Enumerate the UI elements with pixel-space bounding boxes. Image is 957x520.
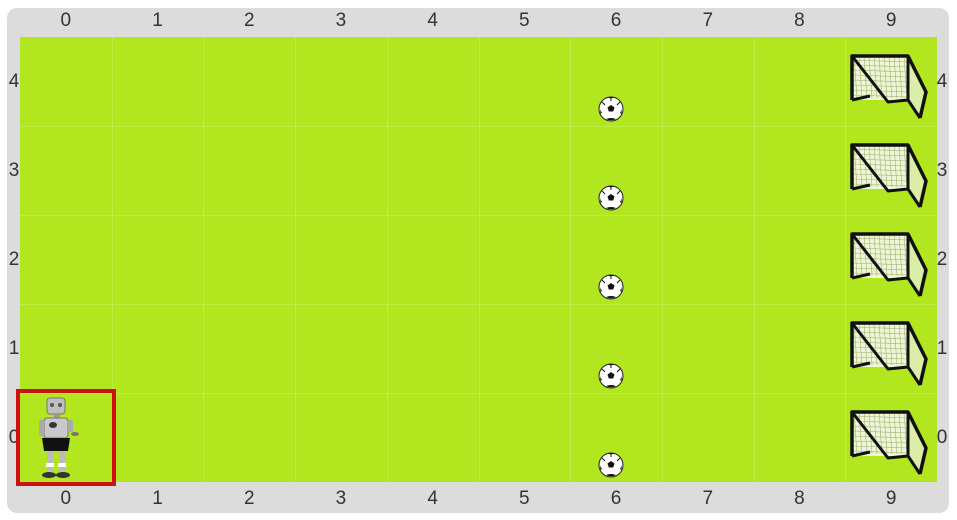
grid-line-vertical [753, 37, 755, 482]
grid-line-vertical [386, 37, 388, 482]
top-column-label: 9 [885, 10, 897, 31]
bottom-column-label: 3 [335, 488, 347, 509]
top-column-label: 7 [702, 10, 714, 31]
bottom-column-label: 6 [610, 488, 622, 509]
bottom-column-label: 5 [519, 488, 530, 509]
soccer-ball-icon[interactable] [598, 274, 624, 300]
grid-line-horizontal [20, 126, 937, 127]
top-column-label: 4 [427, 10, 438, 31]
bottom-column-label: 9 [885, 488, 897, 509]
grid-line-horizontal [20, 215, 937, 216]
top-column-label: 2 [243, 10, 255, 31]
game-board: 0 1 2 3 4 5 6 7 8 9 0 1 2 3 4 5 6 7 8 9 0 1 2 3 4 0 1 2 3 4 [7, 8, 949, 513]
soccer-ball-icon[interactable] [598, 96, 624, 122]
grid-line-horizontal [20, 393, 937, 394]
right-row-label: 4 [936, 70, 948, 92]
grid-line-vertical [478, 37, 480, 482]
soccer-goal-icon[interactable] [848, 408, 930, 480]
top-column-label: 1 [152, 10, 163, 31]
right-row-label: 3 [936, 159, 948, 181]
player-robot-icon[interactable] [35, 396, 85, 481]
bottom-column-label: 1 [152, 488, 163, 509]
grid-line-vertical [661, 37, 663, 482]
selected-cell-highlight [16, 389, 116, 486]
bottom-column-label: 2 [243, 488, 255, 509]
right-row-label: 2 [936, 248, 948, 270]
top-column-label: 3 [335, 10, 347, 31]
left-row-label: 3 [8, 159, 20, 181]
bottom-column-label: 0 [60, 488, 72, 509]
grid-line-vertical [845, 37, 847, 482]
top-column-label: 6 [610, 10, 622, 31]
bottom-column-label: 8 [794, 488, 805, 509]
soccer-goal-icon[interactable] [848, 52, 930, 124]
left-row-label: 4 [8, 70, 20, 92]
soccer-goal-icon[interactable] [848, 230, 930, 302]
grid-line-vertical [111, 37, 113, 482]
right-row-label: 0 [936, 426, 948, 448]
grid-line-vertical [295, 37, 297, 482]
bottom-column-label: 4 [427, 488, 438, 509]
left-row-label: 2 [8, 248, 20, 270]
right-row-label: 1 [936, 337, 948, 359]
left-row-label: 0 [8, 426, 20, 448]
top-column-label: 0 [60, 10, 72, 31]
soccer-ball-icon[interactable] [598, 452, 624, 478]
soccer-field[interactable] [20, 37, 937, 482]
grid-line-vertical [570, 37, 572, 482]
soccer-goal-icon[interactable] [848, 319, 930, 391]
soccer-ball-icon[interactable] [598, 363, 624, 389]
left-row-label: 1 [8, 337, 20, 359]
bottom-column-label: 7 [702, 488, 714, 509]
top-column-label: 8 [794, 10, 805, 31]
soccer-ball-icon[interactable] [598, 185, 624, 211]
grid-line-horizontal [20, 304, 937, 305]
soccer-goal-icon[interactable] [848, 141, 930, 213]
top-column-label: 5 [519, 10, 530, 31]
grid-line-vertical [203, 37, 205, 482]
